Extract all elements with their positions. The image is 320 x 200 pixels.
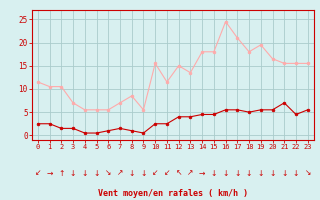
Text: ↗: ↗ xyxy=(117,169,123,178)
Text: ↓: ↓ xyxy=(222,169,229,178)
Text: ↓: ↓ xyxy=(281,169,287,178)
Text: ↘: ↘ xyxy=(105,169,111,178)
Text: ↓: ↓ xyxy=(293,169,299,178)
Text: ↙: ↙ xyxy=(152,169,158,178)
Text: ↓: ↓ xyxy=(70,169,76,178)
Text: ↗: ↗ xyxy=(187,169,194,178)
Text: ↖: ↖ xyxy=(175,169,182,178)
Text: ↘: ↘ xyxy=(305,169,311,178)
Text: ↑: ↑ xyxy=(58,169,65,178)
Text: ↓: ↓ xyxy=(246,169,252,178)
Text: ↓: ↓ xyxy=(258,169,264,178)
Text: Vent moyen/en rafales ( km/h ): Vent moyen/en rafales ( km/h ) xyxy=(98,189,248,198)
Text: →: → xyxy=(46,169,53,178)
Text: ↓: ↓ xyxy=(140,169,147,178)
Text: ↓: ↓ xyxy=(234,169,241,178)
Text: →: → xyxy=(199,169,205,178)
Text: ↙: ↙ xyxy=(164,169,170,178)
Text: ↓: ↓ xyxy=(211,169,217,178)
Text: ↓: ↓ xyxy=(93,169,100,178)
Text: ↙: ↙ xyxy=(35,169,41,178)
Text: ↓: ↓ xyxy=(269,169,276,178)
Text: ↓: ↓ xyxy=(82,169,88,178)
Text: ↓: ↓ xyxy=(129,169,135,178)
